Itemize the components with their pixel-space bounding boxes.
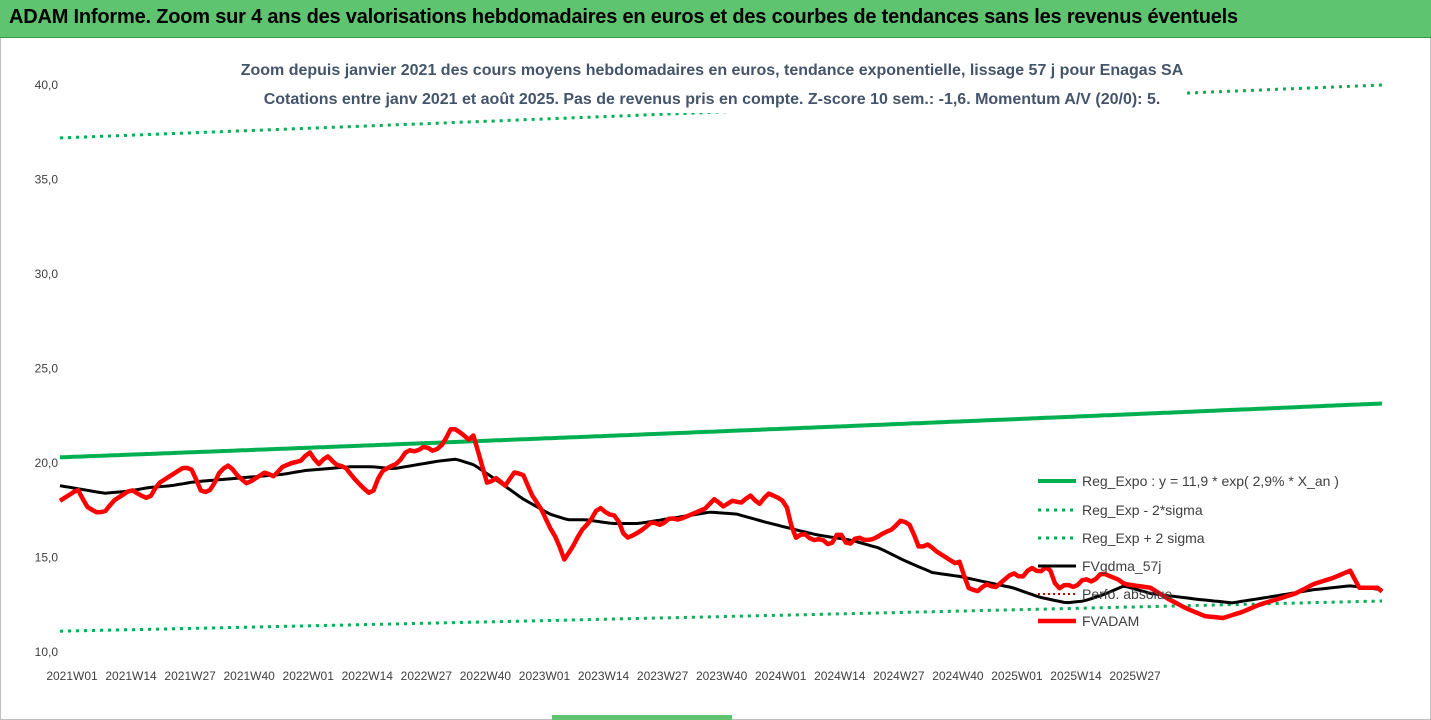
y-tick-label: 40,0 (35, 78, 59, 92)
series-layer (58, 83, 1384, 633)
x-tick-label: 2023W27 (637, 669, 689, 683)
x-tick-label: 2023W01 (519, 669, 571, 683)
legend-label: Reg_Exp - 2*sigma (1082, 502, 1203, 518)
x-tick-label: 2023W40 (696, 669, 748, 683)
x-tick-label: 2024W40 (932, 669, 984, 683)
x-tick-label: 2021W27 (164, 669, 216, 683)
x-tick-label: 2022W27 (401, 669, 453, 683)
x-tick-label: 2022W40 (460, 669, 512, 683)
y-tick-label: 10,0 (35, 645, 59, 659)
y-tick-label: 20,0 (35, 456, 59, 470)
legend-label: FVgdma_57j (1082, 558, 1161, 574)
x-tick-label: 2024W14 (814, 669, 866, 683)
x-tick-label: 2021W01 (46, 669, 98, 683)
x-tick-label: 2021W40 (223, 669, 275, 683)
x-tick-label: 2022W01 (283, 669, 335, 683)
chart-subtitle-line-1: Zoom depuis janvier 2021 des cours moyen… (241, 62, 1184, 79)
y-tick-label: 25,0 (35, 362, 59, 376)
x-tick-label: 2025W27 (1109, 669, 1161, 683)
chart-main-title: ADAM Informe. Zoom sur 4 ans des valoris… (9, 6, 1238, 28)
legend-label: Reg_Exp + 2 sigma (1082, 530, 1205, 546)
y-tick-label: 35,0 (35, 173, 59, 187)
x-tick-label: 2025W01 (991, 669, 1043, 683)
legend-label: FVADAM (1082, 613, 1139, 629)
fvadam-line (58, 426, 1384, 621)
x-axis: 2021W01 2021W14 2021W27 2021W40 2022W01 2022W… (46, 669, 1161, 683)
chart-header-bar: ADAM Informe. Zoom sur 4 ans des valoris… (0, 0, 1431, 38)
y-axis: 10,0 15,0 20,0 25,0 30,0 35,0 40,0 (35, 78, 59, 659)
y-tick-label: 15,0 (35, 551, 59, 565)
footer-accent (552, 715, 732, 720)
x-tick-label: 2023W14 (578, 669, 630, 683)
x-tick-label: 2024W27 (873, 669, 925, 683)
legend: Reg_Expo : y = 11,9 * exp( 2,9% * X_an )… (1038, 473, 1339, 629)
x-tick-label: 2021W14 (105, 669, 157, 683)
x-tick-label: 2022W14 (342, 669, 394, 683)
y-tick-label: 30,0 (35, 267, 59, 281)
subtitle-background (240, 57, 1185, 113)
x-tick-label: 2024W01 (755, 669, 807, 683)
legend-label: Reg_Expo : y = 11,9 * exp( 2,9% * X_an ) (1082, 473, 1339, 489)
legend-label: Perfo. absolue (1082, 586, 1172, 602)
chart-subtitle-line-2: Cotations entre janv 2021 et août 2025. … (264, 91, 1161, 108)
x-tick-label: 2025W14 (1050, 669, 1102, 683)
reg-expo-line (59, 401, 1383, 460)
